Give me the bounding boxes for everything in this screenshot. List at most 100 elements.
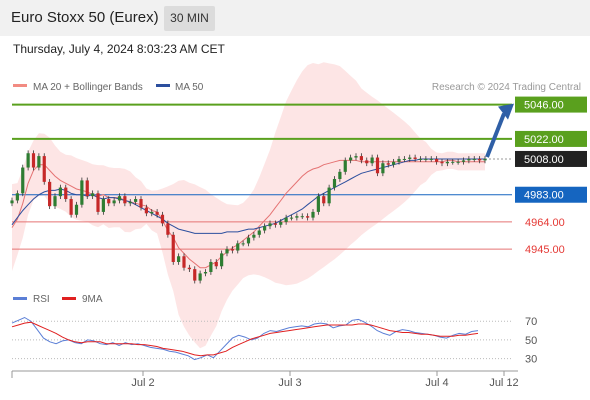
rsi-line [11, 316, 479, 361]
candle-body [74, 204, 79, 215]
candle-body [408, 157, 412, 159]
candle-body [134, 199, 138, 202]
candle-body [445, 161, 449, 164]
candle-body [418, 158, 423, 160]
candle-body [42, 156, 46, 182]
candle-body [85, 180, 89, 197]
candle-body [236, 243, 240, 251]
candle-body [53, 196, 57, 207]
candle-body [440, 161, 444, 164]
candle-body [220, 253, 224, 267]
rsi-tick-30: 30 [525, 354, 537, 366]
candle-body [117, 196, 122, 201]
candle-body [101, 199, 105, 212]
candle-body [69, 199, 73, 215]
x-tick-label: Jul 3 [278, 377, 301, 389]
legend-label-ma20: MA 20 + Bollinger Bands [33, 82, 143, 93]
level-label-box-3 [515, 186, 587, 203]
candle-body [187, 267, 191, 270]
level-label-box-1 [515, 130, 587, 147]
candle-body [295, 216, 299, 218]
candle-body [225, 249, 229, 254]
candle-body [58, 187, 62, 197]
candle-body [413, 157, 417, 159]
x-tick-label: Jul 4 [425, 377, 448, 389]
candle-body [386, 163, 390, 165]
candle-body [268, 223, 272, 227]
legend-swatch-ma20 [13, 84, 27, 87]
candle-body [214, 261, 218, 267]
level-label-3: 4983.00 [524, 190, 564, 202]
level-label-0: 5046.00 [524, 100, 564, 112]
level-label-5: 4945.00 [525, 244, 565, 256]
candle-body [289, 217, 294, 219]
candle-body [155, 211, 159, 215]
candle-body [182, 256, 186, 268]
candle-body [177, 256, 181, 262]
level-label-1: 5022.00 [524, 134, 564, 146]
candle-body [300, 216, 304, 218]
candle-body [472, 158, 476, 160]
level-label-4: 4964.00 [525, 217, 565, 229]
candle-body [26, 153, 30, 168]
candle-body [284, 217, 288, 222]
chart-title: Euro Stoxx 50 (Eurex) [11, 9, 159, 26]
candle-body [80, 180, 84, 205]
candle-body [349, 157, 353, 161]
level-label-box-0 [515, 96, 587, 113]
candle-body [139, 199, 143, 208]
legend-label-rsi: RSI [33, 294, 50, 305]
candle-body [91, 193, 95, 197]
candle-body [209, 261, 213, 272]
candle-body [31, 153, 36, 168]
datetime-label: Thursday, July 4, 2024 8:03:23 AM CET [13, 42, 225, 56]
candle-body [64, 187, 68, 200]
candle-body [171, 234, 175, 262]
forecast-arrow-head [498, 103, 514, 120]
candle-body [198, 273, 202, 281]
candle-body [112, 200, 116, 204]
legend-swatch-ma50 [156, 84, 170, 87]
candle-body [402, 158, 406, 160]
candle-body [257, 230, 261, 235]
candle-body [193, 269, 197, 281]
timeframe-button[interactable]: 30 MIN [164, 6, 215, 31]
legend-swatch-rsi [13, 297, 27, 300]
candle-body [435, 158, 439, 162]
candle-body [354, 156, 358, 158]
candle-body [397, 158, 401, 162]
candle-body [107, 199, 111, 204]
candle-body [343, 160, 347, 172]
legend-label-9ma: 9MA [82, 294, 103, 305]
candle-body [456, 161, 460, 163]
candle-body [429, 158, 433, 160]
candle-body [359, 156, 363, 161]
level-label-2: 5008.00 [524, 154, 564, 166]
candle-body [10, 200, 14, 204]
rsi-tick-50: 50 [525, 335, 537, 347]
candle-body [160, 214, 165, 224]
candle-body [230, 249, 234, 251]
candle-body [144, 207, 148, 214]
candle-body [241, 243, 245, 245]
candle-body [461, 160, 466, 162]
candle-body [279, 221, 283, 225]
candle-body [306, 216, 310, 218]
candle-body [252, 234, 256, 238]
legend-swatch-9ma [62, 297, 76, 300]
candle-body [451, 161, 455, 163]
candle-body [128, 201, 132, 204]
rsi-tick-70: 70 [525, 316, 537, 328]
legend-label-ma50: MA 50 [175, 82, 204, 93]
candle-body [21, 167, 25, 194]
candle-body [338, 171, 342, 179]
candle-body [48, 181, 52, 207]
candle-body [203, 272, 208, 274]
candle-body [246, 237, 251, 244]
ma50-line [11, 158, 485, 234]
candle-body [273, 223, 277, 225]
candle-body [166, 223, 170, 235]
candle-body [424, 158, 428, 160]
candle-body [327, 187, 331, 204]
